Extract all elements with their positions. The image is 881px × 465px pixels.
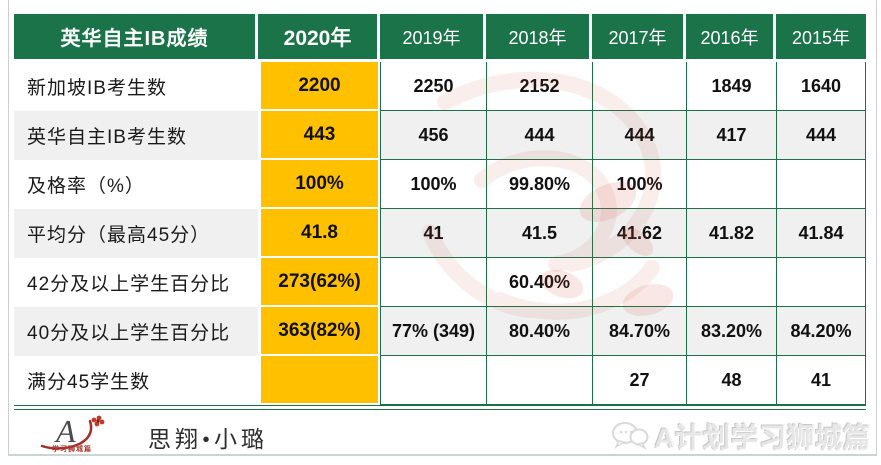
row-label: 及格率（%） xyxy=(27,176,145,197)
year-header-2020: 2020年 xyxy=(258,14,380,62)
data-cell: 456 xyxy=(380,111,486,160)
frame-right-line xyxy=(876,0,877,456)
brand-watermark-text: A计划学习狮城篇 xyxy=(654,423,871,453)
data-cell: 1849 xyxy=(686,62,776,111)
year-header-2015: 2015年 xyxy=(776,14,866,62)
year-header-2018: 2018年 xyxy=(486,14,592,62)
logo-caption: 学习狮城篇 xyxy=(52,446,92,453)
data-cell xyxy=(592,258,686,307)
row-label: 42分及以上学生百分比 xyxy=(27,274,231,295)
year-header-2019: 2019年 xyxy=(380,14,486,62)
data-cell xyxy=(380,258,486,307)
data-cell: 41.84 xyxy=(776,209,866,258)
row-label: 满分45学生数 xyxy=(27,372,151,393)
table-title: 英华自主IB成绩 xyxy=(14,14,258,62)
data-cell: 48 xyxy=(686,356,776,405)
data-cell: 41.5 xyxy=(486,209,592,258)
row-label: 英华自主IB考生数 xyxy=(14,111,258,160)
data-cell-2020: 100% xyxy=(258,160,380,209)
footer-divider-line xyxy=(8,454,876,456)
data-cell: 83.20% xyxy=(686,307,776,356)
data-cell: 99.80% xyxy=(486,160,592,209)
a-plan-logo: A xyxy=(40,413,105,450)
frame-left-line xyxy=(8,0,9,456)
data-cell-2020 xyxy=(258,356,380,405)
table-bottom-double-border xyxy=(14,405,866,410)
data-cell: 2250 xyxy=(380,62,486,111)
table-grid: 英华自主IB成绩 2020年 2019年 2018年 2017年 2016年 2… xyxy=(14,14,866,405)
data-cell: 100% xyxy=(592,160,686,209)
row-label: 平均分（最高45分） xyxy=(14,209,258,258)
data-cell: 41.82 xyxy=(686,209,776,258)
data-cell-2020: 41.8 xyxy=(258,209,380,258)
data-cell: 41.62 xyxy=(592,209,686,258)
author-name: 思翔•小璐 xyxy=(148,427,269,452)
data-cell: 444 xyxy=(592,111,686,160)
row-label: 新加坡IB考生数 xyxy=(27,78,167,99)
data-cell xyxy=(486,356,592,405)
data-cell: 41 xyxy=(776,356,866,405)
chat-bubbles-icon xyxy=(611,421,648,450)
year-header-2016: 2016年 xyxy=(686,14,776,62)
data-cell xyxy=(592,62,686,111)
data-cell-2020: 2200 xyxy=(258,62,380,111)
data-cell: 80.40% xyxy=(486,307,592,356)
data-cell xyxy=(380,356,486,405)
data-cell: 41 xyxy=(380,209,486,258)
data-cell: 77% (349) xyxy=(380,307,486,356)
data-cell-2020: 443 xyxy=(258,111,380,160)
year-header-2017: 2017年 xyxy=(592,14,686,62)
data-cell: 27 xyxy=(592,356,686,405)
ib-results-table: 英华自主IB成绩 2020年 2019年 2018年 2017年 2016年 2… xyxy=(14,14,866,410)
data-cell xyxy=(776,160,866,209)
data-cell: 84.20% xyxy=(776,307,866,356)
data-cell xyxy=(686,160,776,209)
data-cell: 100% xyxy=(380,160,486,209)
data-cell xyxy=(686,258,776,307)
svg-text:A: A xyxy=(54,413,76,449)
data-cell: 444 xyxy=(486,111,592,160)
brand-watermark: A计划学习狮城篇 xyxy=(611,416,872,455)
data-cell: 1640 xyxy=(776,62,866,111)
data-cell: 84.70% xyxy=(592,307,686,356)
data-cell xyxy=(776,258,866,307)
data-cell: 60.40% xyxy=(486,258,592,307)
data-cell: 417 xyxy=(686,111,776,160)
row-label: 40分及以上学生百分比 xyxy=(14,307,258,356)
data-cell-2020: 273(62%) xyxy=(258,258,380,307)
data-cell: 444 xyxy=(776,111,866,160)
data-cell: 2152 xyxy=(486,62,592,111)
data-cell-2020: 363(82%) xyxy=(258,307,380,356)
